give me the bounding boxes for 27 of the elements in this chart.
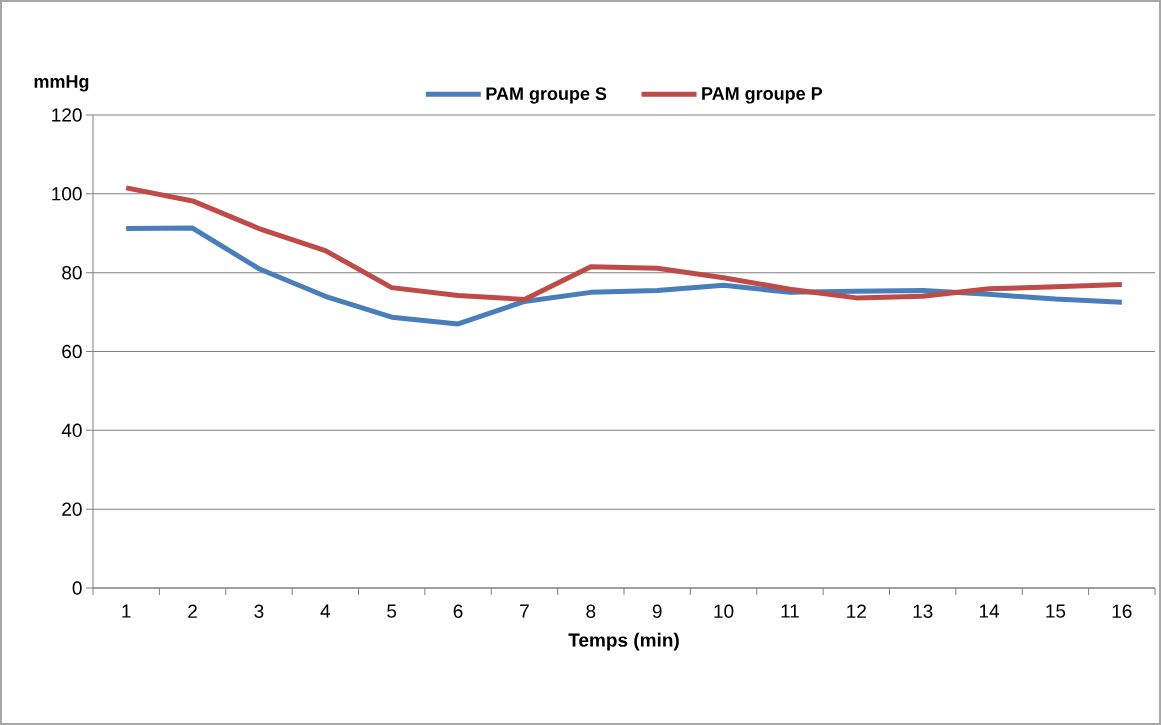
- legend-label: PAM groupe S: [486, 87, 607, 104]
- x-tick-label: 16: [1112, 604, 1132, 618]
- y-tick-label: 20: [62, 502, 82, 516]
- x-tick-label: 1: [122, 604, 131, 618]
- legend-label: PAM groupe P: [702, 87, 823, 104]
- x-tick-label: 13: [913, 604, 933, 618]
- x-tick-label: 6: [453, 604, 463, 618]
- x-tick-label: 8: [586, 604, 596, 618]
- x-tick-label: 5: [387, 604, 397, 618]
- x-tick-label: 3: [254, 604, 264, 618]
- x-tick-label: 15: [1046, 604, 1066, 618]
- x-axis-title: Temps (min): [568, 632, 679, 651]
- x-tick-label: 4: [320, 604, 331, 618]
- y-axis-title: mmHg: [34, 75, 89, 92]
- x-tick-label: 7: [520, 604, 529, 618]
- y-tick-label: 40: [61, 423, 82, 438]
- y-tick-label: 100: [52, 187, 82, 201]
- y-tick-label: 80: [62, 265, 82, 280]
- x-tick-label: 11: [781, 604, 799, 618]
- y-tick-label: 60: [62, 344, 82, 359]
- y-tick-label: 120: [52, 108, 82, 122]
- x-tick-label: 2: [188, 604, 197, 618]
- y-tick-label: 0: [72, 581, 82, 595]
- x-tick-label: 12: [847, 604, 866, 618]
- x-tick-label: 10: [714, 604, 734, 618]
- x-tick-label: 14: [979, 604, 1000, 618]
- x-tick-label: 9: [652, 604, 662, 618]
